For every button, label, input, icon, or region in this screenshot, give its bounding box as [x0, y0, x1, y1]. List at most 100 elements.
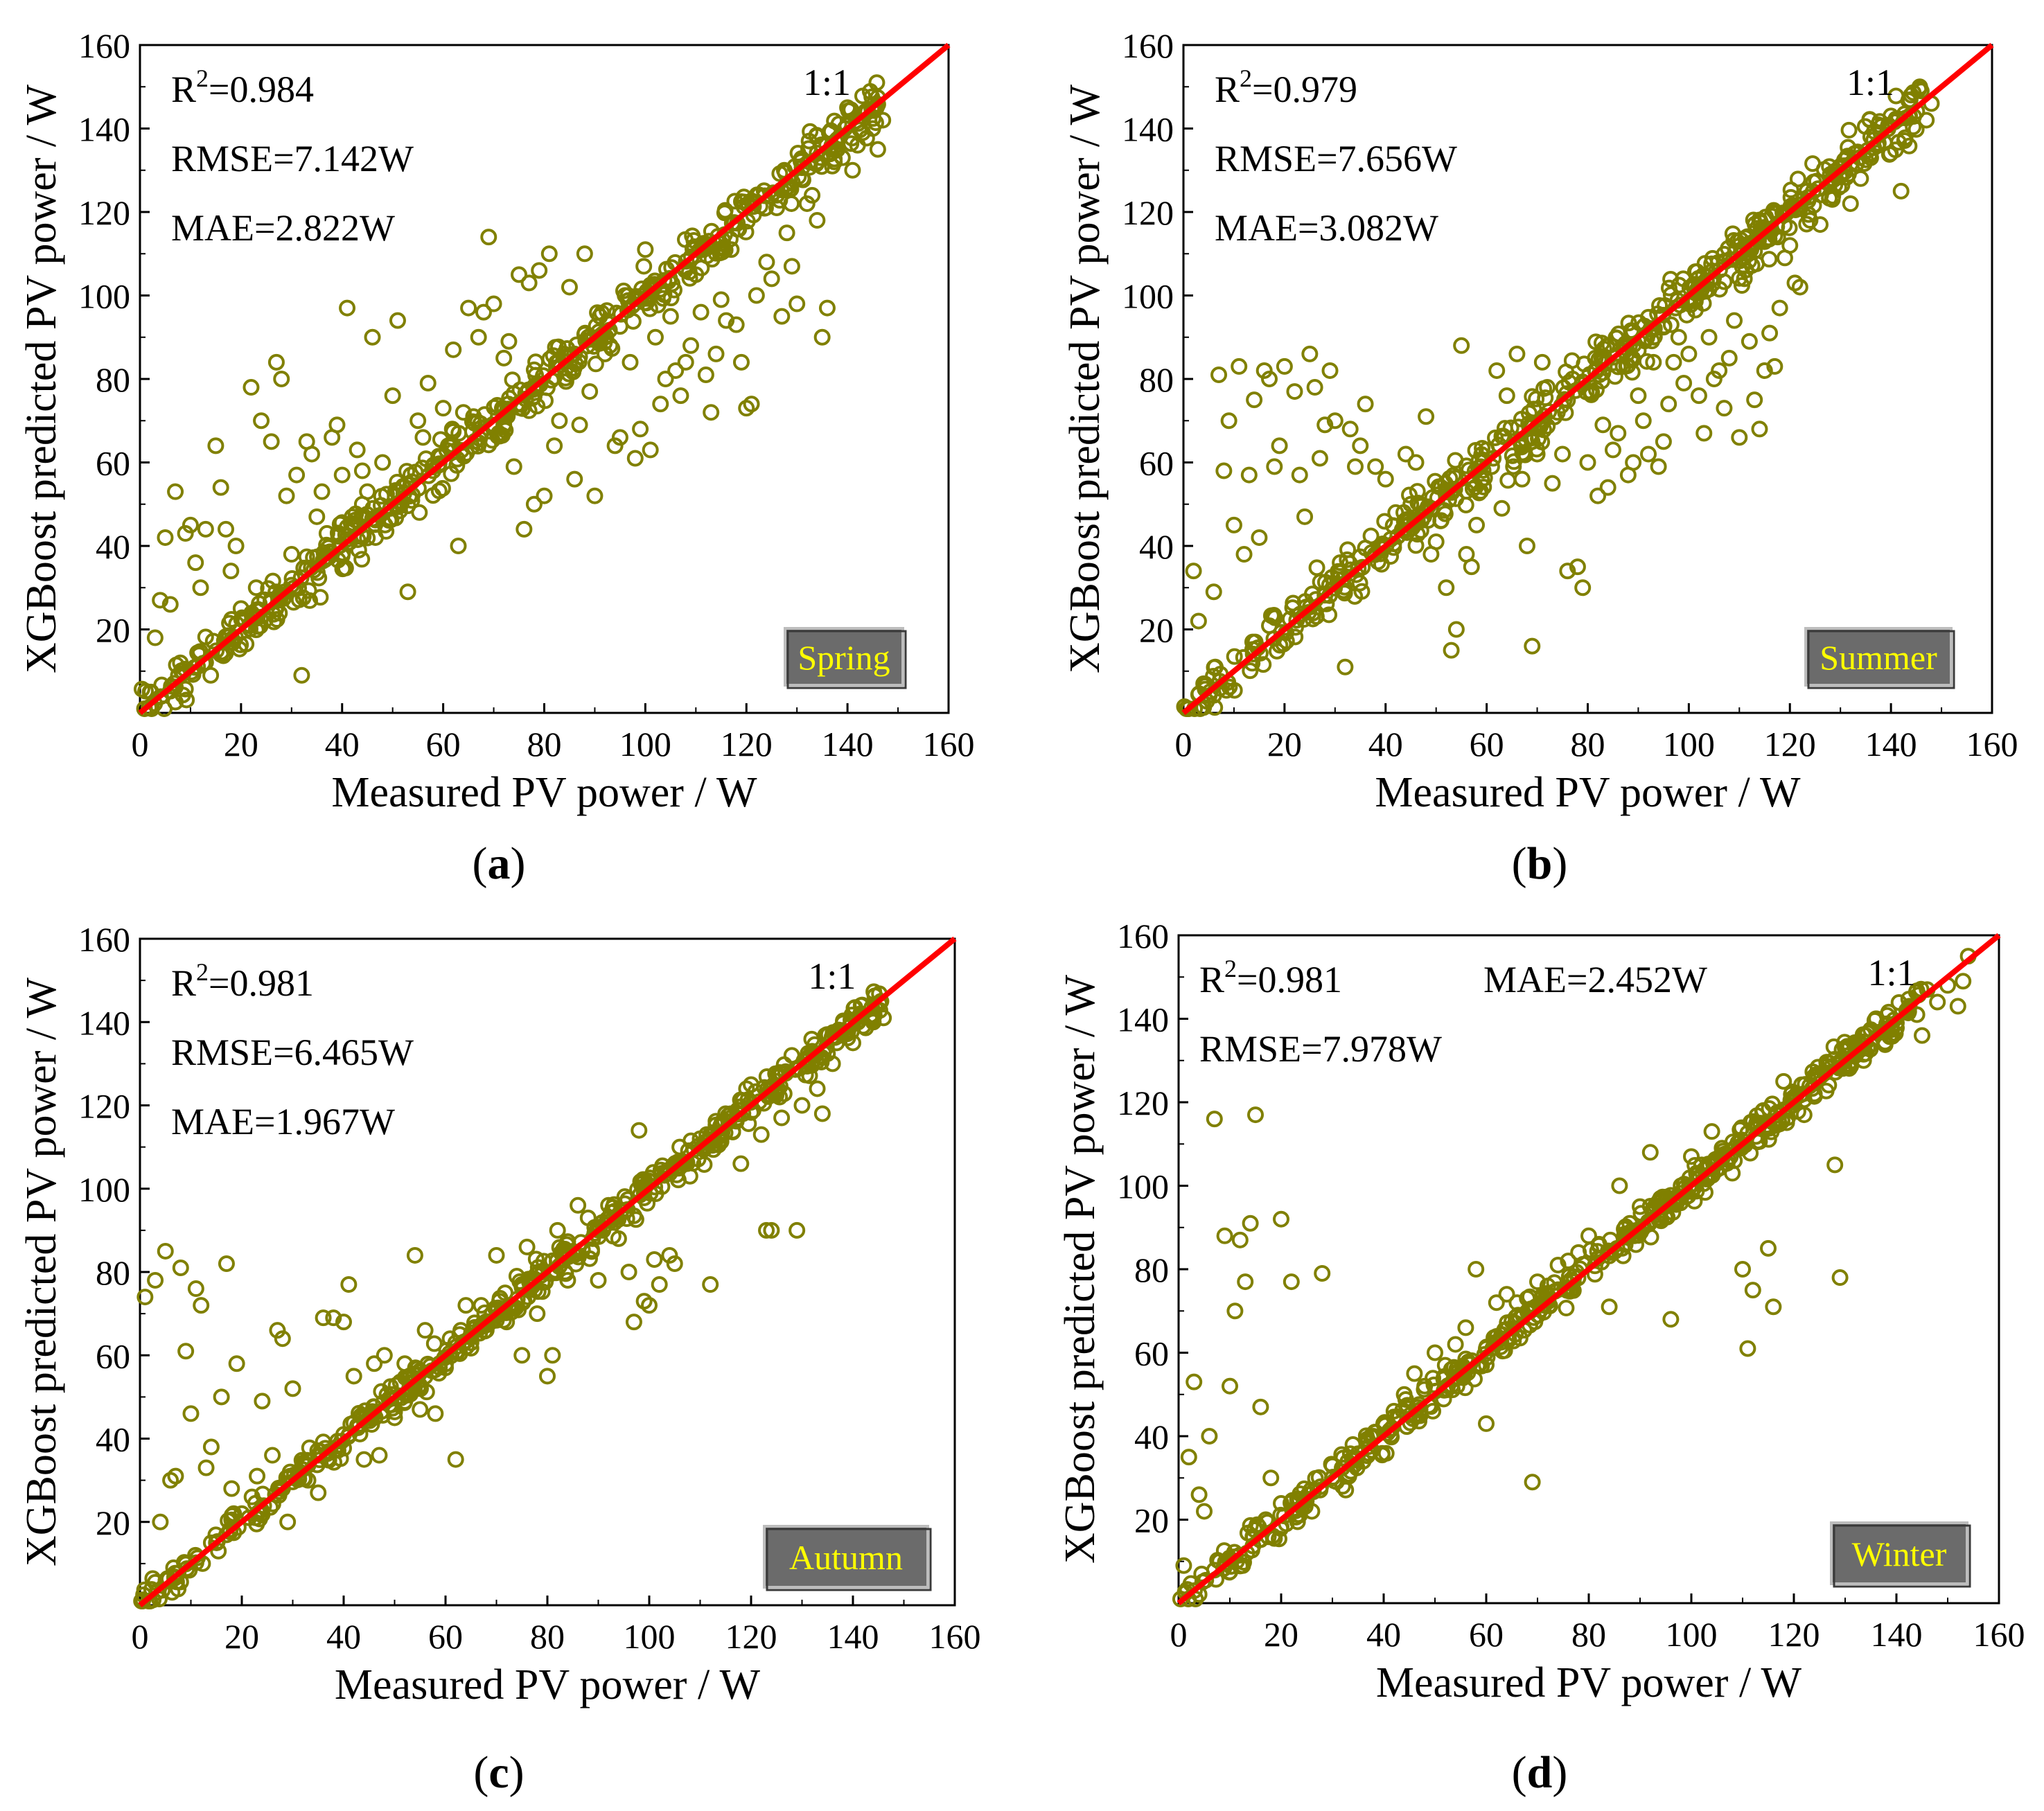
y-tick-label: 160 [1117, 917, 1169, 955]
data-point [536, 487, 553, 504]
data-point [1601, 1298, 1618, 1316]
data-point [1524, 637, 1541, 655]
data-point [1291, 466, 1308, 484]
data-point [313, 483, 331, 500]
data-point [718, 312, 735, 329]
x-tick-label: 60 [1470, 725, 1504, 763]
data-point [1533, 353, 1551, 371]
data-point [1225, 516, 1242, 533]
data-point [386, 1404, 403, 1421]
data-point [1754, 1102, 1772, 1120]
data-point [1307, 608, 1325, 625]
y-tick-label: 20 [96, 1503, 130, 1542]
x-tick-label: 140 [1871, 1615, 1923, 1654]
data-point [1662, 1311, 1680, 1328]
identity-line-label: 1:1 [808, 955, 856, 997]
data-point [1301, 345, 1319, 362]
y-tick-label: 40 [96, 527, 130, 566]
data-point [1206, 699, 1224, 716]
data-point [1237, 1273, 1254, 1291]
data-point [1418, 408, 1435, 425]
x-tick-label: 160 [1973, 1615, 2025, 1654]
data-point [1756, 362, 1773, 379]
data-point [1505, 458, 1522, 475]
data-point [1240, 466, 1258, 484]
data-point [758, 254, 775, 271]
data-point [333, 1433, 351, 1450]
data-point [1700, 328, 1718, 346]
data-point [1266, 458, 1283, 475]
data-point [566, 345, 583, 362]
x-tick-label: 80 [527, 725, 562, 763]
data-point [310, 569, 328, 587]
data-point [1210, 366, 1228, 383]
data-point [152, 592, 169, 609]
y-axis-title: XGBoost predicted PV power / W [1057, 974, 1104, 1564]
x-axis-title: Measured PV power / W [1375, 769, 1801, 816]
data-point [447, 1451, 464, 1468]
season-label: Autumn [763, 1525, 932, 1591]
data-point [1387, 504, 1404, 521]
data-point [1842, 195, 1859, 212]
data-point [416, 1322, 434, 1339]
data-point [1665, 353, 1682, 371]
data-point [734, 1105, 752, 1122]
panel-label: (a) [473, 838, 526, 889]
x-tick-label: 160 [1966, 725, 2018, 763]
data-point [513, 1347, 531, 1364]
data-point [1196, 1503, 1213, 1520]
data-point [1385, 1402, 1402, 1420]
data-point [1195, 675, 1213, 692]
data-point [1623, 322, 1640, 339]
data-point [1621, 1214, 1639, 1232]
data-point [1226, 648, 1243, 665]
season-text: Winter [1852, 1535, 1947, 1573]
data-point [707, 345, 725, 362]
data-point [529, 1259, 547, 1276]
data-point [813, 328, 831, 346]
data-point [1303, 1503, 1321, 1520]
data-point [337, 559, 354, 576]
data-point [692, 303, 710, 321]
data-point [1488, 362, 1506, 379]
data-point [1611, 1177, 1628, 1194]
x-axis-title: Measured PV power / W [335, 1661, 761, 1708]
data-point [1366, 546, 1384, 563]
data-point [1635, 412, 1652, 430]
data-point [1761, 324, 1779, 342]
data-point [1716, 400, 1733, 417]
data-point [1867, 1010, 1885, 1027]
data-point [378, 522, 395, 540]
data-point [781, 181, 798, 198]
data-point [376, 516, 394, 533]
data-point [756, 187, 773, 204]
data-point [187, 1280, 204, 1298]
data-point [1739, 1340, 1756, 1357]
data-point [508, 1268, 525, 1285]
identity-line-label: 1:1 [1847, 62, 1894, 103]
y-tick-label: 120 [78, 1087, 130, 1126]
data-point [844, 161, 861, 179]
y-tick-label: 60 [1139, 444, 1174, 483]
y-tick-label: 60 [96, 444, 130, 483]
data-point [349, 1419, 367, 1436]
data-point [597, 345, 614, 362]
data-point [1175, 1557, 1192, 1574]
data-point [1377, 470, 1394, 488]
data-point [1705, 371, 1723, 387]
data-point [371, 1447, 388, 1464]
stat-rmse: RMSE=7.978W [1199, 1028, 1442, 1070]
data-point [177, 524, 194, 542]
data-point [228, 1355, 245, 1372]
x-tick-label: 100 [624, 1617, 676, 1656]
data-point [1308, 559, 1325, 576]
data-point [1517, 446, 1534, 463]
data-point [571, 416, 588, 434]
data-point [222, 563, 240, 580]
data-point [1652, 1190, 1669, 1207]
data-point [470, 328, 487, 346]
data-point [1311, 450, 1328, 467]
data-point [1262, 1469, 1280, 1487]
data-point [1337, 658, 1354, 675]
